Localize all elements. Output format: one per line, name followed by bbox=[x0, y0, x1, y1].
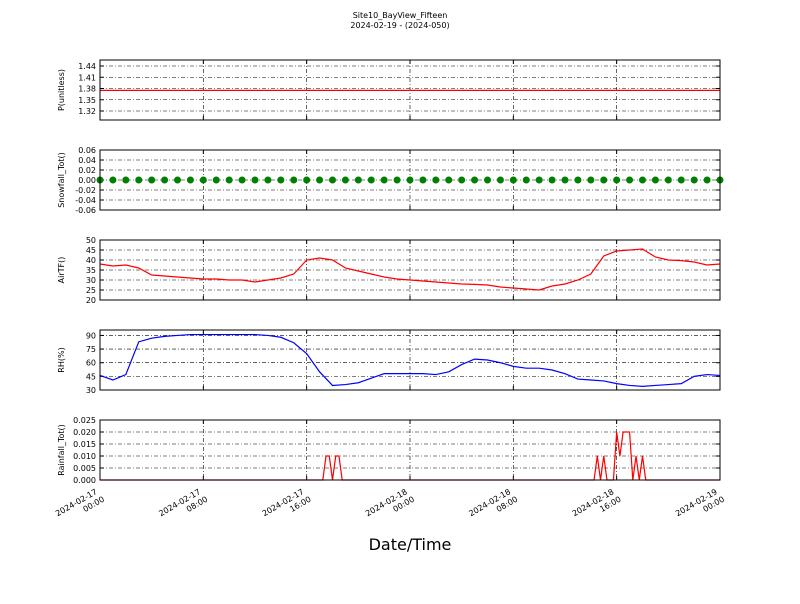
y-tick-label: 1.35 bbox=[78, 96, 96, 105]
y-tick-label: 35 bbox=[86, 266, 96, 275]
axes-frame bbox=[99, 149, 721, 211]
data-point bbox=[225, 176, 233, 184]
data-point bbox=[496, 176, 504, 184]
data-point bbox=[393, 176, 401, 184]
chart-title: Site10_BayView_Fifteen bbox=[353, 11, 448, 20]
y-tick-label: 0.02 bbox=[78, 166, 96, 175]
data-point bbox=[535, 176, 543, 184]
y-tick-label: 50 bbox=[86, 236, 96, 245]
y-axis-label: Rainfall_Tot() bbox=[57, 424, 66, 476]
data-point bbox=[600, 176, 608, 184]
data-point bbox=[613, 176, 621, 184]
data-point bbox=[290, 176, 298, 184]
y-tick-label: 0.010 bbox=[73, 452, 96, 461]
data-point bbox=[626, 176, 634, 184]
data-point bbox=[212, 176, 220, 184]
data-point bbox=[238, 176, 246, 184]
data-point bbox=[677, 176, 685, 184]
data-point bbox=[251, 176, 259, 184]
data-point bbox=[651, 176, 659, 184]
data-point bbox=[329, 176, 336, 184]
y-tick-label: 30 bbox=[86, 276, 96, 285]
y-axis-label: AirTF() bbox=[57, 257, 66, 284]
data-point bbox=[471, 176, 479, 184]
y-axis-label: P(unitless) bbox=[57, 69, 66, 111]
data-point bbox=[509, 176, 517, 184]
axes-frame bbox=[99, 419, 721, 481]
data-line bbox=[99, 333, 721, 387]
data-point bbox=[174, 176, 181, 184]
data-point bbox=[432, 176, 440, 184]
data-point bbox=[354, 176, 362, 184]
data-point bbox=[148, 176, 156, 184]
data-point bbox=[574, 176, 582, 184]
data-point bbox=[419, 176, 427, 184]
y-tick-label: 0.00 bbox=[78, 176, 96, 185]
data-point bbox=[639, 176, 646, 184]
y-tick-label: 0.04 bbox=[78, 156, 96, 165]
data-point bbox=[161, 176, 169, 184]
data-point bbox=[484, 176, 491, 184]
y-tick-label: -0.06 bbox=[75, 206, 96, 215]
y-tick-label: 0.06 bbox=[78, 146, 96, 155]
y-tick-label: 0.015 bbox=[73, 440, 96, 449]
data-point bbox=[109, 176, 117, 184]
data-point bbox=[587, 176, 595, 184]
data-point bbox=[264, 176, 272, 184]
y-tick-label: 0.005 bbox=[73, 464, 96, 473]
axes-frame bbox=[99, 59, 721, 121]
y-axis-label: Snowfall_Tot() bbox=[57, 152, 66, 208]
y-tick-label: 1.32 bbox=[78, 107, 96, 116]
data-point bbox=[561, 176, 569, 184]
data-point bbox=[135, 176, 143, 184]
data-point bbox=[367, 176, 375, 184]
y-tick-label: 1.44 bbox=[78, 62, 96, 71]
data-point bbox=[703, 176, 711, 184]
data-point bbox=[316, 176, 324, 184]
data-point bbox=[122, 176, 130, 184]
y-tick-label: 25 bbox=[86, 286, 96, 295]
y-tick-label: 0.025 bbox=[73, 416, 96, 425]
y-tick-label: -0.02 bbox=[75, 186, 96, 195]
data-point bbox=[664, 176, 672, 184]
y-tick-label: 0.020 bbox=[73, 428, 96, 437]
x-axis-label: Date/Time bbox=[369, 535, 452, 554]
axes-frame bbox=[99, 329, 721, 391]
y-tick-label: 75 bbox=[86, 345, 96, 354]
y-tick-label: 60 bbox=[86, 359, 96, 368]
data-point bbox=[548, 176, 556, 184]
y-tick-label: 1.38 bbox=[78, 85, 96, 94]
y-tick-label: 1.41 bbox=[78, 73, 96, 82]
y-tick-label: 20 bbox=[86, 296, 96, 305]
data-point bbox=[458, 176, 466, 184]
data-point bbox=[380, 176, 388, 184]
data-point bbox=[406, 176, 414, 184]
y-tick-label: 0.000 bbox=[73, 476, 96, 485]
y-tick-label: -0.04 bbox=[75, 196, 96, 205]
data-point bbox=[186, 176, 194, 184]
data-point bbox=[445, 176, 453, 184]
data-point bbox=[341, 176, 349, 184]
y-tick-label: 90 bbox=[86, 331, 96, 340]
chart-subtitle: 2024-02-19 - (2024-050) bbox=[350, 21, 449, 30]
y-tick-label: 45 bbox=[86, 372, 96, 381]
data-line bbox=[99, 248, 721, 291]
data-point bbox=[690, 176, 698, 184]
axes-frame bbox=[99, 239, 721, 301]
data-point bbox=[522, 176, 530, 184]
y-tick-label: 30 bbox=[86, 386, 96, 395]
y-tick-label: 45 bbox=[86, 246, 96, 255]
data-point bbox=[303, 176, 311, 184]
data-point bbox=[277, 176, 285, 184]
y-tick-label: 40 bbox=[86, 256, 96, 265]
data-point bbox=[199, 176, 207, 184]
y-axis-label: RH(%) bbox=[57, 347, 66, 372]
